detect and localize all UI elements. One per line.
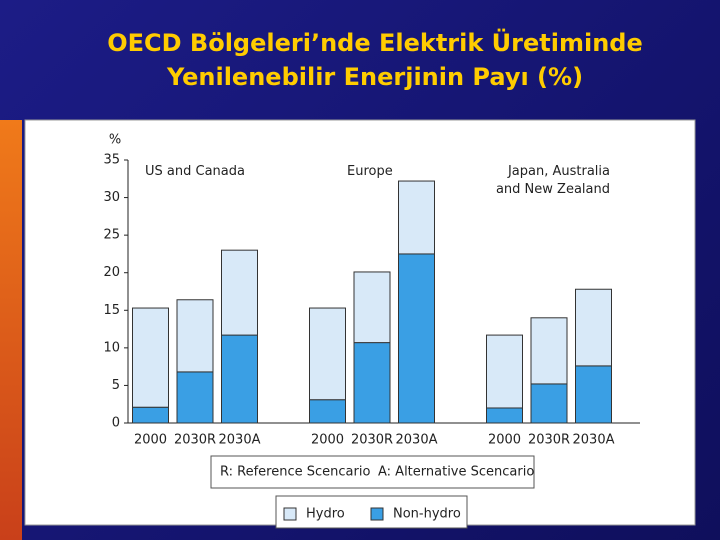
x-tick-label: 2030A	[396, 433, 438, 448]
bar-segment	[398, 253, 435, 424]
y-tick-label: 15	[103, 303, 120, 318]
y-tick-label: 20	[103, 265, 120, 280]
bar-segment	[353, 342, 391, 424]
bar-segment	[575, 288, 612, 367]
legend-label: Hydro	[306, 507, 345, 522]
annotation-box	[210, 455, 535, 489]
legend-box	[275, 495, 468, 529]
x-tick-label: 2030R	[174, 433, 216, 448]
x-tick-label: 2030R	[528, 433, 570, 448]
decor-stripe	[0, 120, 22, 540]
bar-segment	[132, 406, 169, 424]
bar-segment	[486, 407, 523, 424]
x-tick-label: 2030A	[219, 433, 261, 448]
y-tick-label: 35	[103, 153, 120, 168]
bar-segment	[309, 307, 346, 401]
bar-segment	[486, 334, 523, 409]
annotation: A: Alternative Scencario	[378, 465, 534, 480]
bar-segment	[309, 399, 346, 424]
x-tick-label: 2030R	[351, 433, 393, 448]
y-tick-label: 10	[103, 340, 120, 355]
legend-label: Non-hydro	[393, 507, 461, 522]
bar-segment	[132, 307, 169, 408]
group-label: Japan, Australia and New Zealand	[495, 164, 610, 197]
annotation: R: Reference Scencario	[220, 465, 370, 480]
bar-segment	[575, 365, 612, 424]
y-tick-label: 5	[112, 378, 120, 393]
y-tick-label: 0	[112, 416, 120, 431]
bar-segment	[221, 249, 258, 336]
bar-segment	[221, 334, 258, 424]
bar-segment	[353, 271, 391, 344]
bar-segment	[176, 371, 214, 424]
bar-segment	[530, 383, 568, 424]
x-tick-label: 2000	[134, 433, 167, 448]
group-label: US and Canada	[145, 164, 245, 179]
slide-title: OECD Bölgeleri’nde Elektrik Üretiminde Y…	[107, 29, 643, 91]
group-label: Europe	[347, 164, 393, 179]
x-tick-label: 2000	[311, 433, 344, 448]
y-tick-label: 30	[103, 190, 120, 205]
legend-swatch	[283, 507, 297, 521]
legend-swatch	[370, 507, 384, 521]
y-axis-label: %	[109, 133, 121, 148]
y-tick-label: 25	[103, 228, 120, 243]
bar-segment	[176, 299, 214, 373]
x-tick-label: 2000	[488, 433, 521, 448]
bar-segment	[530, 317, 568, 385]
x-tick-label: 2030A	[573, 433, 615, 448]
bar-segment	[398, 180, 435, 255]
